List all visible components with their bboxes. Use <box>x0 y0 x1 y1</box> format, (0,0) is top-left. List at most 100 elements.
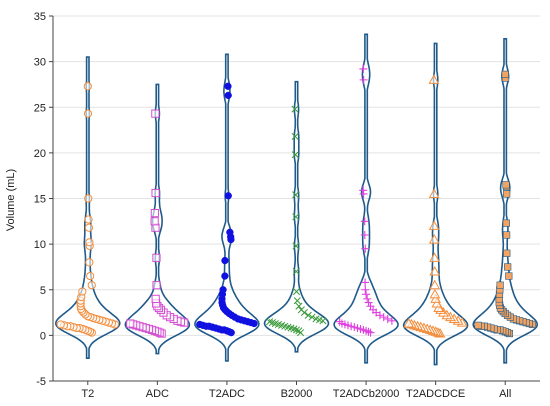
data-point <box>474 321 482 329</box>
data-point <box>292 326 301 334</box>
data-point <box>292 288 301 296</box>
data-point <box>126 319 135 328</box>
data-point <box>429 288 441 299</box>
x-tick-label: T2ADCDCE <box>406 388 465 400</box>
data-point <box>297 306 305 314</box>
data-point <box>361 278 370 287</box>
data-point <box>85 258 94 267</box>
data-point <box>85 238 94 247</box>
data-point <box>56 320 65 329</box>
data-point <box>224 82 232 90</box>
data-point <box>292 213 300 221</box>
data-point <box>295 302 303 310</box>
y-tick-label: 35 <box>34 11 46 23</box>
y-tick-label: 10 <box>34 239 46 251</box>
violin-ADC <box>124 83 191 355</box>
data-point <box>503 231 511 239</box>
data-point <box>87 281 96 290</box>
y-tick-label: 15 <box>34 194 46 206</box>
data-point <box>84 215 93 224</box>
points-T2ADC <box>196 82 258 337</box>
data-point <box>221 256 229 265</box>
data-point <box>291 151 299 159</box>
x-tick-label: All <box>499 388 511 400</box>
x-tick-label: T2 <box>81 388 94 400</box>
data-point <box>429 252 440 262</box>
data-point <box>430 293 441 303</box>
y-tick-label: 20 <box>34 148 46 160</box>
data-point <box>505 272 513 280</box>
data-point <box>366 328 375 337</box>
data-point <box>152 253 161 262</box>
data-point <box>196 320 204 329</box>
data-point <box>433 302 445 312</box>
points-T2ADCb2000 <box>335 64 396 337</box>
x-tick-label: ADC <box>146 388 169 400</box>
data-point <box>428 188 440 198</box>
data-point <box>496 281 504 289</box>
data-point <box>428 74 440 84</box>
data-point <box>361 285 370 294</box>
violin-B2000 <box>263 80 330 353</box>
data-point <box>292 267 300 276</box>
data-point <box>429 265 441 276</box>
data-point <box>428 234 440 244</box>
data-point <box>151 294 160 303</box>
data-point <box>224 192 232 200</box>
data-point <box>364 298 373 307</box>
data-point <box>359 186 368 195</box>
data-point <box>501 70 509 78</box>
data-point <box>83 82 92 91</box>
data-point <box>152 281 161 290</box>
y-tick-label: -5 <box>36 376 46 388</box>
data-point <box>221 272 229 280</box>
grid-lines <box>53 15 540 382</box>
points-B2000 <box>266 105 327 337</box>
data-point <box>383 314 392 323</box>
points-ADC <box>126 109 189 338</box>
data-points <box>56 64 537 338</box>
data-point <box>304 311 312 319</box>
data-point <box>502 181 510 189</box>
y-tick-label: 30 <box>34 57 46 69</box>
data-point <box>361 244 370 253</box>
data-point <box>219 286 227 294</box>
data-point <box>360 217 369 226</box>
data-point <box>84 194 93 203</box>
data-point <box>362 290 371 299</box>
y-tick-label: 0 <box>40 330 46 342</box>
points-T2 <box>56 82 119 337</box>
y-tick-label: 25 <box>34 102 46 114</box>
data-point <box>503 190 511 198</box>
violin-T2ADCb2000 <box>333 33 399 364</box>
data-point <box>291 132 299 141</box>
data-point <box>428 220 440 230</box>
data-point <box>431 297 443 308</box>
data-point <box>150 217 159 226</box>
data-point <box>308 313 316 321</box>
data-point <box>293 297 301 305</box>
data-point <box>363 294 372 303</box>
points-All <box>474 70 537 338</box>
y-tick-label: 5 <box>40 285 46 297</box>
y-axis-title: Volume (mL) <box>5 169 17 231</box>
data-point <box>292 191 300 199</box>
data-point <box>291 105 299 113</box>
violins <box>54 33 539 366</box>
data-point <box>150 209 159 218</box>
data-point <box>83 109 93 118</box>
data-point <box>359 64 368 73</box>
data-point <box>78 287 87 296</box>
data-point <box>502 219 510 227</box>
x-tick-label: B2000 <box>281 388 313 400</box>
data-point <box>151 188 160 198</box>
data-point <box>379 313 388 322</box>
data-point <box>151 109 160 118</box>
data-point <box>387 316 396 325</box>
data-point <box>504 263 512 271</box>
data-point <box>335 317 344 326</box>
data-point <box>292 242 300 250</box>
